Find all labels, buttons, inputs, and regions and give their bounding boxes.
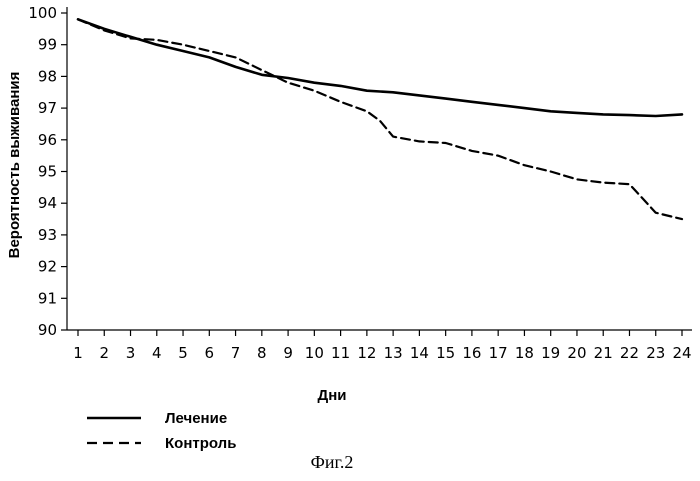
y-tick-label-94: 94	[38, 194, 57, 212]
series-line-control	[78, 19, 682, 219]
y-axis-title: Вероятность выживания	[6, 72, 23, 259]
x-tick-label-6: 6	[205, 344, 215, 362]
x-tick-label-10: 10	[305, 344, 324, 362]
x-tick-label-19: 19	[541, 344, 560, 362]
x-tick-label-3: 3	[126, 344, 136, 362]
x-tick-label-9: 9	[283, 344, 293, 362]
series-line-treatment	[78, 19, 682, 116]
y-tick-label-91: 91	[38, 289, 57, 307]
x-tick-label-5: 5	[178, 344, 188, 362]
x-tick-label-2: 2	[99, 344, 109, 362]
x-axis-title: Дни	[318, 387, 347, 404]
y-tick-label-100: 100	[28, 4, 57, 22]
x-tick-label-23: 23	[646, 344, 665, 362]
x-tick-label-11: 11	[331, 344, 350, 362]
y-tick-label-99: 99	[38, 36, 57, 54]
axes-layer: 9091929394959697989910012345678910111213…	[28, 4, 692, 362]
legend: Лечение Контроль	[87, 410, 236, 452]
x-tick-label-14: 14	[410, 344, 429, 362]
y-tick-label-97: 97	[38, 99, 57, 117]
x-tick-label-16: 16	[462, 344, 481, 362]
y-tick-label-98: 98	[38, 67, 57, 85]
x-tick-label-13: 13	[384, 344, 403, 362]
y-tick-label-93: 93	[38, 226, 57, 244]
x-tick-label-20: 20	[567, 344, 586, 362]
y-tick-label-90: 90	[38, 321, 57, 339]
y-tick-label-96: 96	[38, 131, 57, 149]
x-tick-label-24: 24	[672, 344, 691, 362]
series-layer	[78, 19, 682, 219]
x-tick-label-22: 22	[620, 344, 639, 362]
x-tick-label-1: 1	[73, 344, 83, 362]
x-tick-label-21: 21	[594, 344, 613, 362]
legend-label-control: Контроль	[165, 435, 236, 452]
x-tick-label-4: 4	[152, 344, 162, 362]
x-tick-label-8: 8	[257, 344, 267, 362]
x-tick-label-7: 7	[231, 344, 241, 362]
y-tick-label-95: 95	[38, 163, 57, 181]
y-tick-label-92: 92	[38, 258, 57, 276]
figure-caption: Фиг.2	[311, 452, 354, 472]
x-tick-label-17: 17	[489, 344, 508, 362]
legend-label-treatment: Лечение	[165, 410, 227, 427]
x-tick-label-15: 15	[436, 344, 455, 362]
x-tick-label-18: 18	[515, 344, 534, 362]
x-tick-label-12: 12	[357, 344, 376, 362]
